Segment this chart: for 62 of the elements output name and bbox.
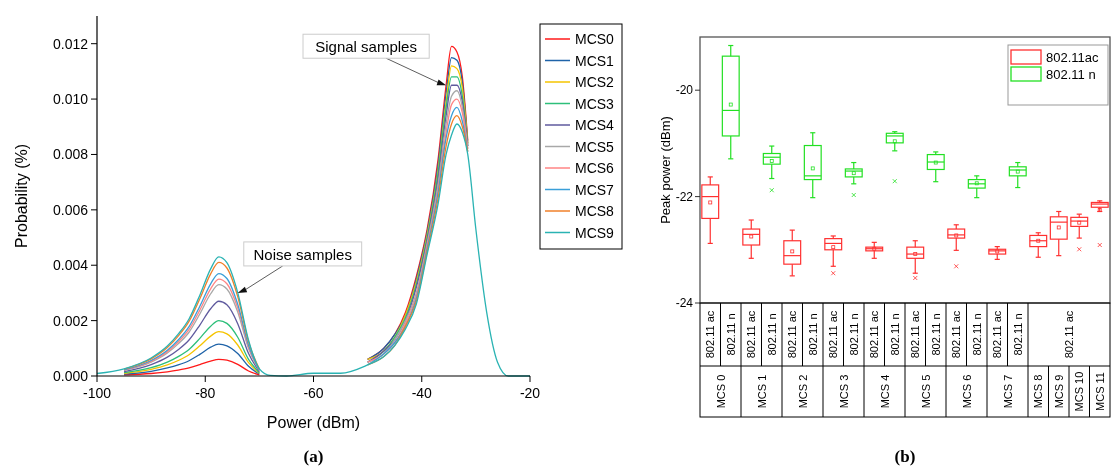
text: MCS 9 — [1052, 374, 1065, 409]
legend-label: MCS6 — [575, 160, 615, 176]
x-tick-label: 802.11 ac — [868, 310, 881, 359]
x-tick-label: -20 — [519, 385, 541, 401]
text: MCS 10 — [1073, 371, 1086, 412]
x-tick-label: 802.11 ac — [786, 310, 799, 359]
legend-label: 802.11ac — [1046, 50, 1100, 65]
x-tick-label: -40 — [411, 385, 433, 401]
annotation: Noise samples — [253, 245, 352, 263]
legend-label: MCS0 — [575, 31, 615, 47]
annotation: Signal samples — [315, 38, 417, 56]
y-tick-label: 0.000 — [52, 368, 89, 384]
text: (b) — [894, 447, 916, 466]
text: MCS 0 — [714, 374, 727, 409]
y-tick-label: 0.012 — [52, 35, 89, 52]
y-axis-title: Probability (%) — [13, 143, 30, 249]
text: MCS 1 — [755, 374, 768, 409]
x-tick-label: -80 — [195, 385, 216, 401]
x-tick-label: 802.11 ac — [827, 310, 840, 359]
y-tick-label: 0.010 — [52, 91, 89, 108]
text: MCS 7 — [1001, 374, 1014, 409]
legend-label: MCS7 — [575, 181, 615, 198]
x-axis-title: Power (dBm) — [266, 414, 361, 431]
y-tick-label: -20 — [675, 83, 694, 98]
x-tick-label: -60 — [303, 385, 324, 401]
x-tick-label: 802.11 n — [929, 313, 942, 356]
x-tick-label: 802.11 ac — [950, 310, 963, 359]
text: MCS 8 — [1032, 374, 1045, 409]
x-tick-label: 802.11 ac — [991, 310, 1004, 359]
text: MCS 2 — [796, 374, 809, 409]
text: (a) — [303, 447, 324, 466]
text: MCS 3 — [837, 374, 850, 409]
y-tick-label: -24 — [675, 296, 694, 310]
legend-label: MCS2 — [575, 74, 615, 90]
text: MCS 6 — [960, 374, 973, 409]
legend-label: MCS8 — [575, 203, 615, 219]
legend-label: MCS1 — [575, 52, 615, 69]
legend-label: MCS5 — [575, 138, 615, 155]
x-tick-label: 802.11 n — [888, 313, 901, 356]
legend-label: 802.11 n — [1046, 67, 1096, 82]
x-tick-label: 802.11 n — [724, 313, 737, 356]
legend-label: MCS4 — [575, 117, 615, 133]
y-tick-label: 0.006 — [52, 201, 89, 218]
legend-label: MCS9 — [575, 224, 615, 241]
y-axis-title: Peak power (dBm) — [658, 116, 673, 224]
x-tick-label: 802.11 n — [806, 313, 819, 356]
x-tick-label: -100 — [82, 385, 112, 401]
y-tick-label: 0.002 — [52, 312, 89, 329]
legend-label: MCS3 — [575, 95, 615, 112]
text: MCS 11 — [1093, 372, 1106, 411]
text: MCS 4 — [878, 374, 891, 409]
y-tick-label: 0.004 — [52, 257, 89, 274]
x-tick-label: 802.11 ac — [745, 310, 758, 359]
y-tick-label: 0.008 — [52, 146, 89, 163]
x-tick-label: 802.11 n — [970, 313, 983, 356]
x-tick-label: 802.11 ac — [704, 310, 717, 359]
x-tick-label: 802.11 n — [1011, 313, 1024, 356]
x-tick-label: 802.11 ac — [909, 310, 922, 359]
x-tick-label: 802.11 n — [765, 313, 778, 356]
text: MCS 5 — [919, 374, 932, 409]
x-tick-label: 802.11 n — [847, 313, 860, 356]
y-tick-label: -22 — [675, 189, 694, 204]
